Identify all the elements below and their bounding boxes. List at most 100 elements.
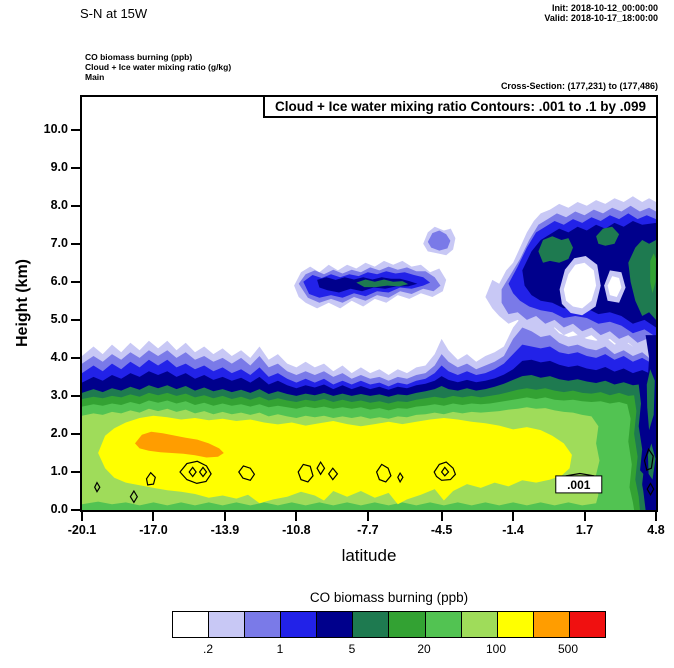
x-tick-label: -1.4 xyxy=(502,523,524,537)
y-tick-label: 10.0 xyxy=(43,121,68,136)
fill-region-co-ge-5 xyxy=(647,443,656,480)
colorbar-cell xyxy=(209,612,246,637)
colorbar-cell xyxy=(569,612,605,637)
fill-region-co-ge-10 xyxy=(650,253,656,294)
cloud-contour-line xyxy=(643,447,654,471)
cloud-contour-line xyxy=(440,466,450,477)
x-tick-label: 1.7 xyxy=(575,523,594,537)
fill-region-co-ge-5 xyxy=(596,226,620,246)
cloud-contour-line xyxy=(188,466,197,478)
cloud-contour-line xyxy=(646,482,655,497)
x-tick-label: -10.8 xyxy=(282,523,311,537)
colorbar-cell xyxy=(461,612,498,637)
cloud-contour-line xyxy=(129,489,138,504)
y-tick-mark xyxy=(71,128,80,131)
cloud-contour-line xyxy=(297,463,314,483)
y-tick-mark xyxy=(71,280,80,283)
domain-label: Main xyxy=(85,72,105,82)
cloud-contour-line xyxy=(397,471,404,484)
cloud-contour-line xyxy=(238,465,256,481)
colorbar-cell xyxy=(353,612,390,637)
x-tick-mark xyxy=(223,512,226,521)
x-tick-mark xyxy=(81,512,83,521)
x-tick-mark xyxy=(583,512,586,521)
x-tick-label: 4.8 xyxy=(647,523,665,537)
fill-region-co-ge-5 xyxy=(538,236,573,263)
colorbar-tick-label: 1 xyxy=(276,642,284,656)
contour-info-box: Cloud + Ice water mixing ratio Contours:… xyxy=(263,95,658,118)
colorbar-cell xyxy=(425,612,462,637)
colorbar-cell xyxy=(497,612,534,637)
colorbar-cell xyxy=(281,612,318,637)
fill-region-co-ge-0.5 xyxy=(427,230,451,251)
x-tick-label: -13.9 xyxy=(210,523,240,537)
colorbar-cell xyxy=(245,612,282,637)
colorbar xyxy=(172,611,606,638)
fill-region-cloud-hole xyxy=(607,276,622,297)
x-tick-label: -20.1 xyxy=(67,523,97,537)
y-tick-label: 3.0 xyxy=(50,387,68,402)
y-tick-label: 7.0 xyxy=(50,235,68,250)
x-axis-title: latitude xyxy=(341,546,397,565)
colorbar-tick-label: 5 xyxy=(348,642,356,656)
y-tick-mark xyxy=(71,356,80,359)
cloud-contour-line xyxy=(179,460,212,485)
y-tick-label: 6.0 xyxy=(50,273,68,288)
colorbar-tick-label: 100 xyxy=(485,642,507,656)
fill-region-co-ge-100 xyxy=(98,415,572,505)
fill-region-co-ge-5 xyxy=(646,369,655,431)
valid-time: Valid: 2018-10-17_18:00:00 xyxy=(544,13,658,23)
x-tick-mark xyxy=(152,512,155,521)
plot-title: S-N at 15W xyxy=(80,6,148,21)
plot-area: .001 Cloud + Ice water mixing ratio Cont… xyxy=(80,95,658,512)
y-tick-mark xyxy=(71,432,80,435)
y-tick-mark xyxy=(71,318,80,321)
cloud-contour-line xyxy=(327,467,339,481)
contour-field-label: Cloud + Ice water mixing ratio (g/kg) xyxy=(85,62,232,72)
filled-contour-plot: .001 xyxy=(82,196,656,510)
cloud-contour-line xyxy=(94,481,101,493)
fill-field-label: CO biomass burning (ppb) xyxy=(85,52,193,62)
y-tick-mark xyxy=(71,242,80,245)
x-tick-mark xyxy=(295,512,298,521)
y-tick-label: 8.0 xyxy=(50,197,68,212)
x-tick-label: -17.0 xyxy=(139,523,168,537)
y-tick-mark xyxy=(71,204,80,207)
y-tick-mark xyxy=(71,470,80,473)
x-tick-mark xyxy=(655,512,657,521)
cloud-contour-line xyxy=(145,471,156,486)
cloud-contour-line xyxy=(433,461,457,481)
cross-section-label: Cross-Section: (177,231) to (177,486) xyxy=(500,81,658,91)
y-tick-label: 4.0 xyxy=(50,349,68,364)
y-tick-mark xyxy=(71,166,80,169)
y-tick-label: 5.0 xyxy=(50,311,68,326)
colorbar-cell xyxy=(389,612,426,637)
x-tick-mark xyxy=(440,512,443,521)
colorbar-tick-label: .2 xyxy=(202,642,213,656)
cloud-contour-line xyxy=(198,466,208,478)
y-tick-label: 9.0 xyxy=(50,159,68,174)
colorbar-cell xyxy=(317,612,354,637)
field-labels: CO biomass burning (ppb) Cloud + Ice wat… xyxy=(85,52,231,82)
x-tick-mark xyxy=(366,512,369,521)
fill-region-co-ge-200 xyxy=(135,431,224,458)
colorbar-cell xyxy=(173,612,210,637)
y-tick-label: 2.0 xyxy=(50,425,68,440)
y-tick-label: 0.0 xyxy=(50,502,68,516)
cloud-contour-line xyxy=(375,463,392,483)
fill-region-co-ge-5 xyxy=(356,279,409,288)
y-tick-mark xyxy=(71,394,80,397)
y-axis-title: Height (km) xyxy=(14,259,31,347)
y-tick-mark xyxy=(71,509,80,511)
cloud-contour-line xyxy=(316,460,326,476)
contour-label-box xyxy=(555,475,603,494)
model-run-times: Init: 2018-10-12_00:00:00 Valid: 2018-10… xyxy=(544,3,658,23)
contour-label-text: .001 xyxy=(567,478,591,492)
y-tick-label: 1.0 xyxy=(50,463,68,478)
init-time: Init: 2018-10-12_00:00:00 xyxy=(551,3,658,13)
x-tick-label: -4.5 xyxy=(430,523,453,537)
x-tick-label: -7.7 xyxy=(357,523,379,537)
colorbar-tick-label: 500 xyxy=(557,642,579,656)
fill-region-co-ge-5 xyxy=(628,240,656,320)
